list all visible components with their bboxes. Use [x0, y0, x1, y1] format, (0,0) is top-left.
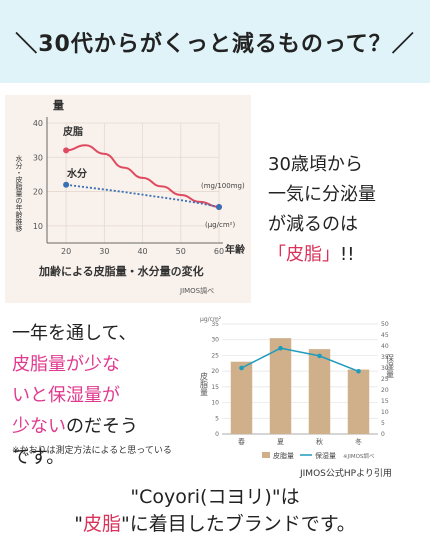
- chart1-xlabel: 年齢: [225, 243, 246, 256]
- final-message: "Coyori(コヨリ)"は "皮脂"に着目したブランドです。: [0, 484, 430, 538]
- chart2-moisture-point: [278, 345, 283, 351]
- chart1-series: [63, 144, 222, 210]
- note2-footnote: ※かおりは測定方法によると思っている: [12, 446, 172, 456]
- final-line2-rest: "に着目したブランドです。: [120, 513, 356, 535]
- chart2-left-axis-label: 皮脂量: [200, 371, 209, 396]
- note2-line3: いと保湿量が: [12, 385, 120, 406]
- final-quote: ": [74, 513, 83, 535]
- chart2-category-label: 冬: [355, 437, 362, 446]
- chart1-water-label: 水分: [66, 167, 87, 180]
- chart2-left-tick-label: 25: [211, 352, 219, 359]
- credit-text: JIMOS公式HPより引用: [300, 469, 392, 479]
- note2-line4-rest: のだそう: [66, 416, 138, 437]
- chart2-right-tick-label: 50: [381, 321, 389, 328]
- chart1-ylabel-top: 量: [53, 99, 64, 112]
- final-highlight: 皮脂: [82, 513, 121, 535]
- chart1-title: 加齢による皮脂量・水分量の変化: [38, 264, 204, 278]
- chart2-bar: [230, 361, 253, 434]
- chart2-legend-line: 保湿量: [315, 451, 336, 460]
- note2-line1: 一年を通して、: [12, 323, 137, 344]
- chart1-xtick-label: 40: [137, 247, 147, 256]
- chart2-left-tick-label: 10: [211, 400, 219, 407]
- note2-line5: です。: [12, 447, 65, 468]
- chart2-moisture-point: [317, 353, 322, 359]
- chart2-right-tick-label: 10: [381, 409, 389, 416]
- chart1-sebum-label: 皮脂: [62, 125, 83, 138]
- chart2-left-tick-label: 20: [211, 368, 219, 375]
- chart2-left-tick-label: 5: [215, 415, 219, 422]
- chart1-ytick-label: 10: [33, 222, 43, 231]
- note2-line2: 皮脂量が少な: [12, 354, 120, 375]
- chart2-left-tick-label: 30: [211, 337, 219, 344]
- final-line2: "皮脂"に着目したブランドです。: [0, 511, 430, 538]
- chart2-right-tick-label: 0: [381, 431, 385, 438]
- chart2-line: [239, 345, 361, 374]
- chart2-right-tick-label: 35: [381, 354, 389, 361]
- chart2-left-tick-label: 0: [215, 431, 219, 438]
- chart1-xtick-label: 60: [214, 247, 224, 256]
- chart2-category-label: 秋: [316, 437, 323, 446]
- chart2-right-tick-label: 20: [381, 387, 389, 394]
- note2-highlight: 少ない: [12, 416, 66, 437]
- chart2-legend-source: ※JIMOS調べ: [343, 452, 375, 460]
- note2-line4: 少ないのだそう: [12, 411, 138, 442]
- chart1-ylabel-side: 水分・皮脂量の年齢推移: [15, 154, 23, 233]
- chart1-water-point: [63, 181, 70, 188]
- chart2-right-tick-label: 25: [381, 376, 389, 383]
- season-bar-chart: 0 5 10 15 20 25 30 35 0 5 10 15 20 25 30 35 40 45 50 春 夏 秋 冬 μ…: [200, 316, 395, 460]
- note-year-round: 一年を通して、 皮脂量が少な いと保湿量が 少ないのだそう です。: [12, 318, 138, 473]
- chart2-bar: [347, 369, 370, 434]
- chart2-right-tick-label: 15: [381, 398, 389, 405]
- chart2-right-tick-label: 30: [381, 365, 389, 372]
- chart2-legend-bar: 皮脂量: [273, 451, 294, 460]
- chart1-water-point: [216, 204, 222, 210]
- chart1-sebum-point: [63, 147, 70, 154]
- note1-line3: が減るのは: [268, 214, 358, 235]
- chart2-right-tick-label: 40: [381, 343, 389, 350]
- chart2-legend-bar-swatch: [262, 452, 270, 458]
- header-banner: ＼30代からがくっと減るものって？／: [0, 0, 430, 83]
- chart1-xtick-label: 30: [99, 247, 109, 256]
- chart2-right-tick-label: 5: [381, 420, 385, 427]
- chart1-xtick-label: 50: [176, 247, 186, 256]
- chart1-panel: 10 20 30 40 20 30 40 50 60 量 水分・皮脂量の年齢推移 年齢 皮脂 水…: [5, 95, 251, 303]
- note1-exclaim: !!: [340, 244, 355, 265]
- final-line1: "Coyori(コヨリ)"は: [130, 486, 300, 508]
- note1-line2: 一気に分泌量: [268, 184, 376, 205]
- chart2-moisture-point: [239, 365, 244, 371]
- chart1-ytick-label: 30: [33, 153, 43, 162]
- note1-line1: 30歳頃から: [268, 154, 363, 175]
- chart1-ytick-label: 20: [33, 188, 43, 197]
- chart2-left-tick-label: 35: [211, 321, 219, 328]
- chart2-bars: [230, 338, 370, 434]
- chart1-xtick-label: 20: [61, 247, 71, 256]
- chart2-bar: [269, 338, 292, 434]
- chart1-water-line: [65, 183, 220, 208]
- chart2-right-tick-label: 45: [381, 332, 389, 339]
- chart2-left-tick-label: 15: [211, 384, 219, 391]
- header-title: ＼30代からがくっと減るものって？／: [15, 32, 415, 57]
- chart2-right-axis-label: 保湿量: [386, 353, 395, 378]
- chart1-sebum-unit: (μg/cm²): [205, 221, 235, 229]
- chart2-category-label: 春: [238, 437, 245, 446]
- note1-highlight: 「皮脂」: [268, 244, 340, 265]
- chart1-source: JIMOS調べ: [179, 286, 214, 295]
- chart1-water-unit: (mg/100mg): [201, 182, 245, 190]
- chart2-bar: [308, 349, 331, 434]
- note1-line4: 「皮脂」!!: [268, 240, 376, 270]
- chart1-grid: [47, 122, 220, 243]
- chart1-axes: 10 20 30 40 20 30 40 50 60: [33, 117, 224, 256]
- chart2-category-label: 夏: [277, 438, 284, 446]
- chart1-sebum-line: [66, 144, 220, 208]
- chart2-moisture-line: [241, 347, 359, 372]
- chart2-left-unit: μg/cm²: [200, 316, 222, 323]
- note-sebum-decline: 30歳頃から 一気に分泌量 が減るのは 「皮脂」!!: [268, 150, 376, 270]
- chart1-ytick-label: 40: [33, 119, 43, 128]
- chart2-moisture-point: [356, 369, 361, 374]
- age-line-chart: 10 20 30 40 20 30 40 50 60 量 水分・皮脂量の年齢推移 年齢 皮脂 水…: [15, 99, 246, 295]
